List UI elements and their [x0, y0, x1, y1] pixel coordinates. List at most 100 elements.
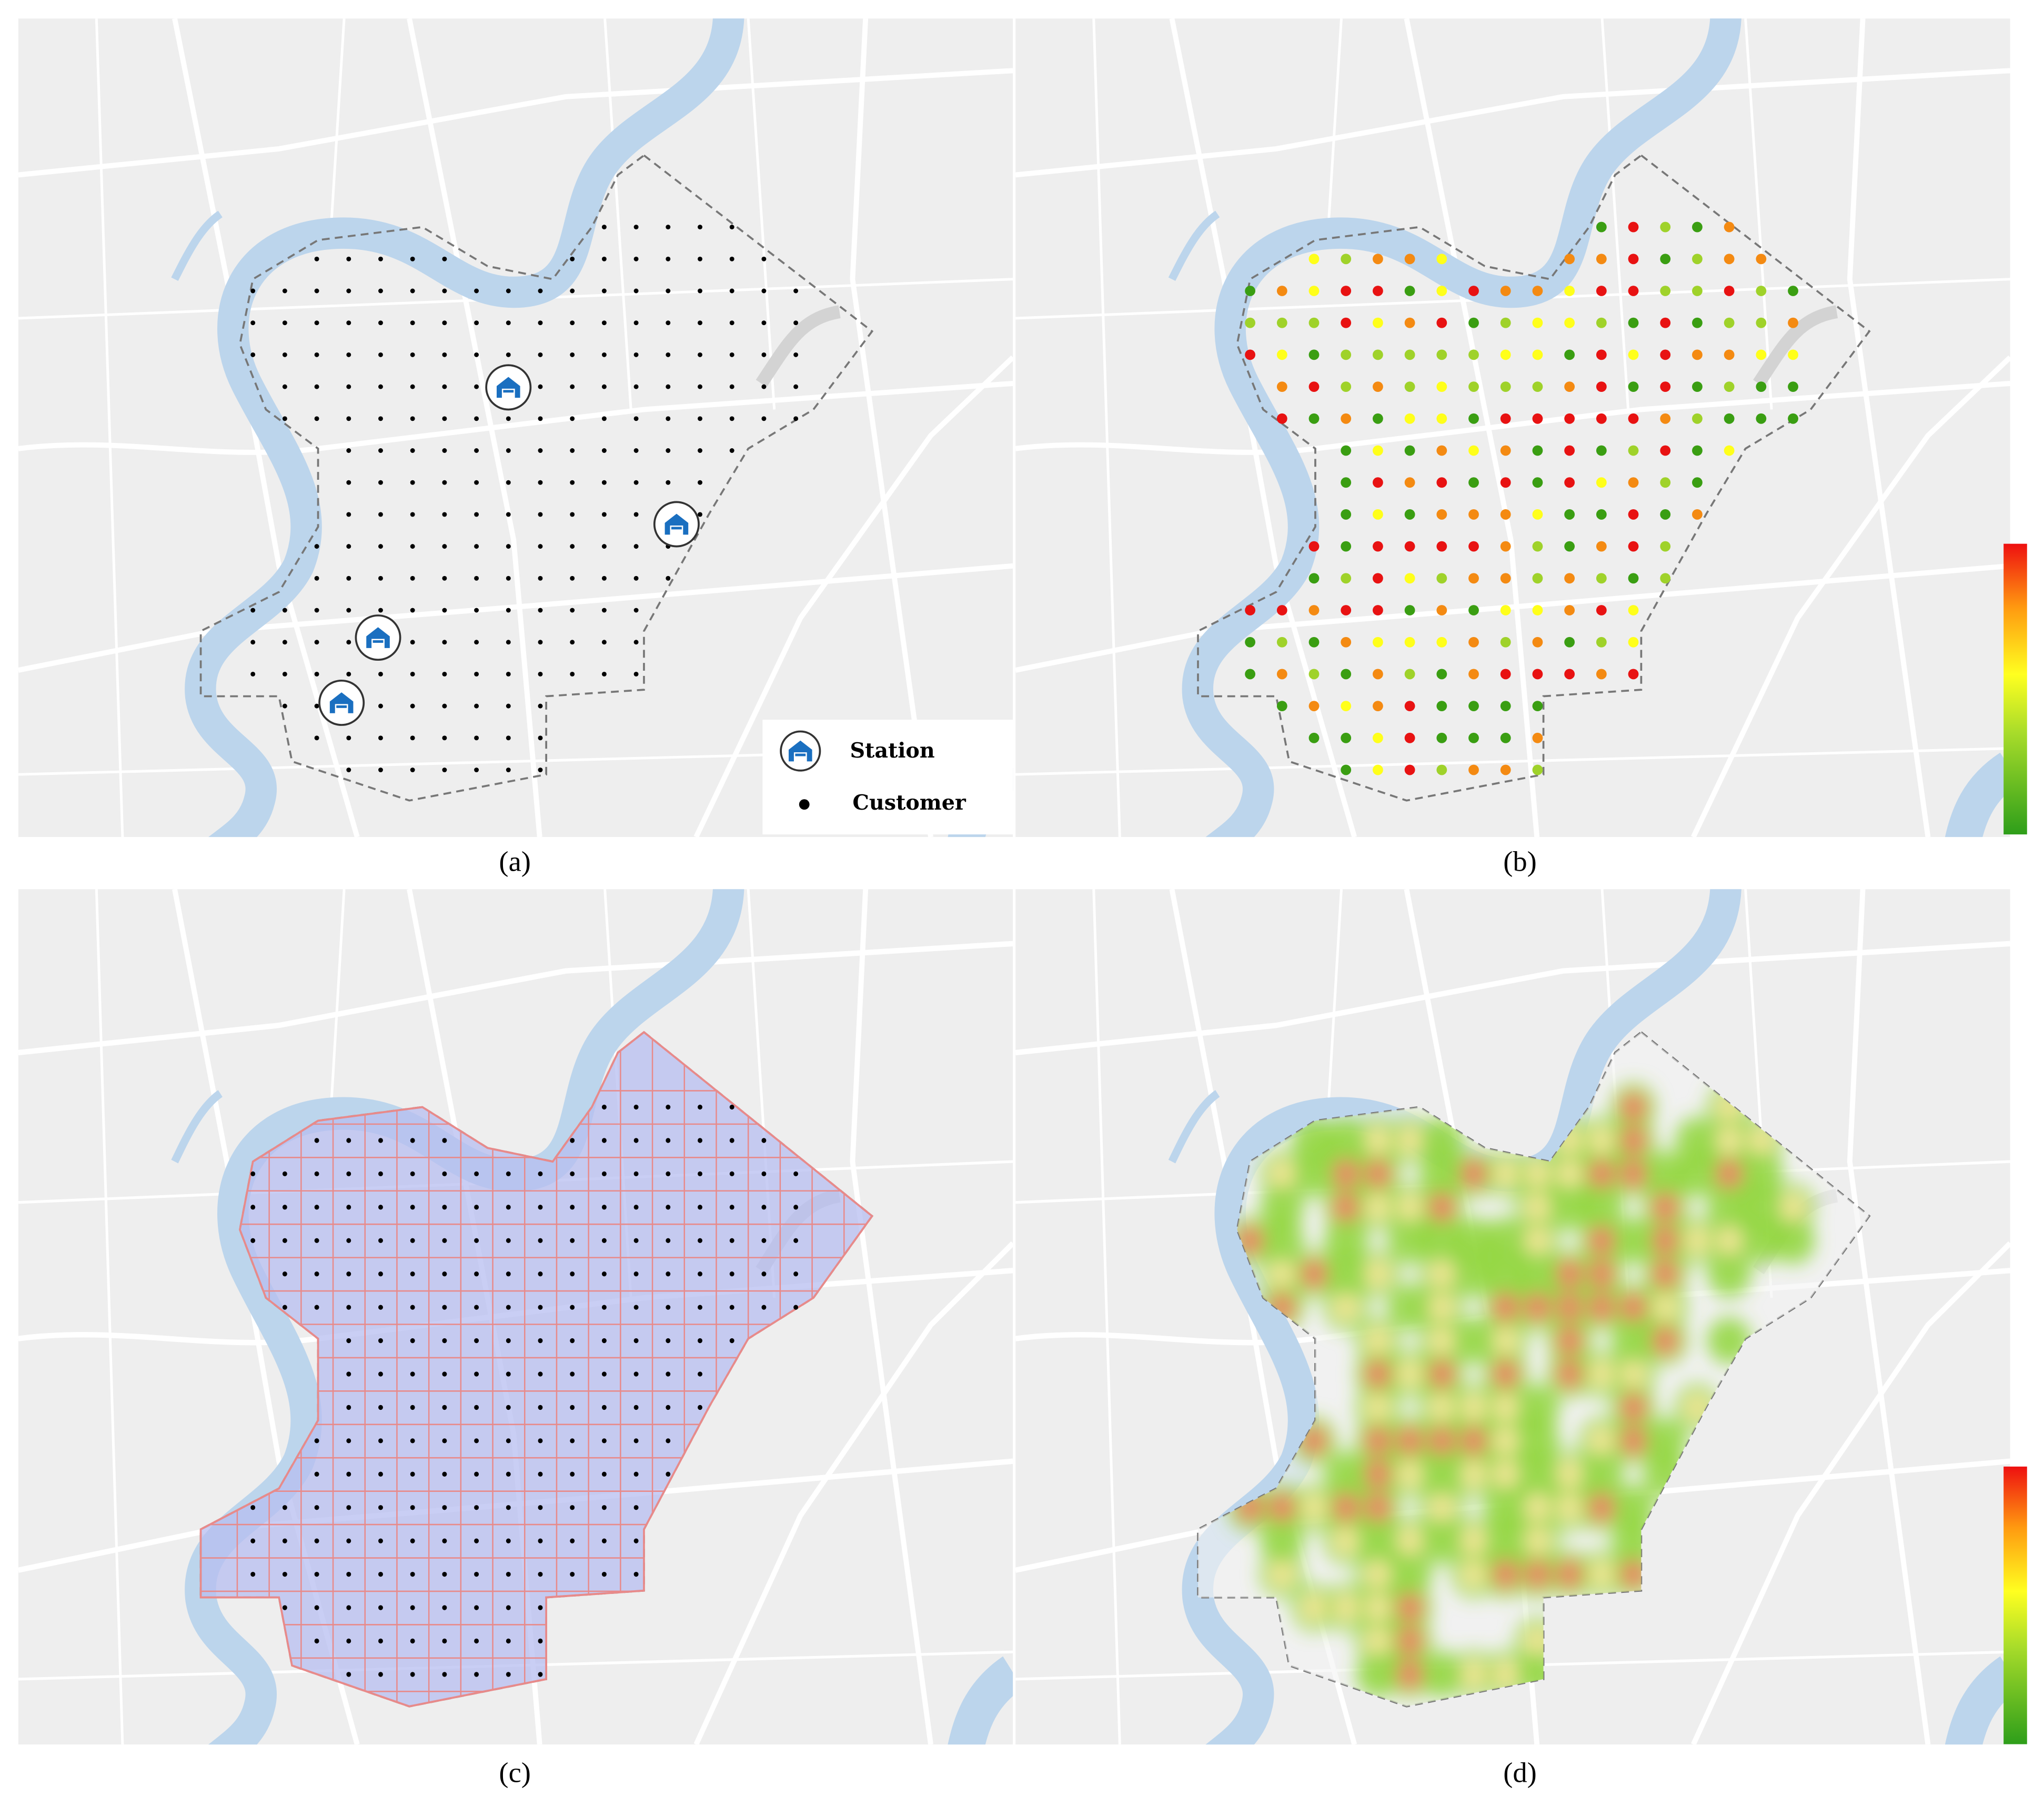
customer [1660, 317, 1671, 328]
station [485, 364, 532, 411]
customer [1724, 254, 1735, 265]
customer [1596, 254, 1607, 265]
customer [1500, 413, 1511, 424]
customer [538, 1571, 543, 1577]
customer [1341, 764, 1352, 775]
customer [698, 352, 702, 357]
customer [410, 768, 415, 772]
heat-halo [1292, 1117, 1336, 1164]
heat-halo [1483, 1518, 1528, 1564]
customer [570, 384, 575, 389]
customer [474, 576, 479, 581]
station-icon [780, 730, 821, 772]
customer [1276, 669, 1287, 680]
customer [506, 1405, 511, 1410]
customer [442, 544, 447, 549]
customer [1500, 381, 1511, 392]
customer [601, 1405, 607, 1410]
heat-core [1492, 1460, 1519, 1488]
customer [1500, 637, 1511, 648]
customer [1532, 669, 1543, 680]
heat-core [1333, 1594, 1359, 1621]
heat-halo [1260, 1217, 1304, 1264]
customer [601, 1438, 607, 1443]
customer [1276, 637, 1287, 648]
customer [633, 352, 639, 357]
customer [793, 384, 799, 389]
heat-halo [1515, 1384, 1560, 1431]
heat-core [1365, 1260, 1391, 1288]
customer [1724, 221, 1735, 233]
customer [1500, 605, 1511, 615]
customer [314, 735, 319, 741]
customer [378, 735, 383, 741]
customer [633, 1104, 639, 1110]
heat-core [1652, 1294, 1679, 1321]
customer [378, 384, 383, 389]
customer [314, 1305, 319, 1310]
customer [506, 512, 511, 517]
customer [570, 1471, 575, 1477]
customer [761, 352, 767, 357]
customer [250, 608, 256, 613]
heat-core [1620, 1127, 1647, 1154]
customer [1500, 509, 1511, 520]
customer [506, 1205, 511, 1210]
heat-halo [1355, 1518, 1401, 1564]
heat-core [1365, 1627, 1391, 1655]
customer [506, 480, 511, 485]
heat-core [1524, 1160, 1551, 1188]
customer [538, 671, 543, 677]
customer [666, 288, 671, 294]
customer [442, 1305, 447, 1310]
heat-core [1333, 1193, 1359, 1221]
heat-core [1556, 1560, 1583, 1588]
customer [346, 256, 351, 261]
heat-halo [1419, 1651, 1464, 1698]
customer [474, 320, 479, 326]
customer [1660, 381, 1671, 392]
customer [633, 320, 639, 326]
customer [1468, 541, 1479, 552]
station-door [336, 705, 347, 708]
customer [1404, 445, 1415, 456]
customer [538, 1405, 543, 1410]
customer [1596, 573, 1607, 584]
heat-core [1428, 1493, 1455, 1521]
customer [1756, 381, 1767, 392]
customer [761, 1171, 767, 1177]
heat-halo [1707, 1184, 1751, 1230]
panel-d [1015, 882, 2010, 1761]
heat-core [1365, 1327, 1391, 1355]
customer [410, 256, 415, 261]
customer [1692, 349, 1703, 360]
heat-halo [1419, 1451, 1464, 1498]
customer [1308, 413, 1320, 424]
customer [538, 320, 543, 326]
customer [1468, 573, 1479, 584]
customer [698, 1205, 702, 1210]
heat-core [1428, 1394, 1455, 1421]
customer [410, 1638, 415, 1644]
customer [761, 1238, 767, 1243]
customer [314, 1571, 319, 1577]
customer [793, 1238, 799, 1243]
heat-core [1461, 1460, 1487, 1488]
heat-halo [1451, 1317, 1496, 1364]
colorbar [2003, 543, 2027, 835]
customer [601, 1205, 607, 1210]
customer [1436, 637, 1447, 648]
customer [1500, 541, 1511, 552]
heat-halo [1419, 1518, 1464, 1564]
customer [1564, 349, 1575, 360]
customer [601, 288, 607, 294]
customer [378, 703, 383, 709]
customer [442, 1371, 447, 1377]
customer [666, 384, 671, 389]
customer [410, 544, 415, 549]
customer [601, 1271, 607, 1277]
customer [570, 1371, 575, 1377]
customer [378, 1338, 383, 1344]
customer [538, 1371, 543, 1377]
customer [1628, 605, 1639, 615]
